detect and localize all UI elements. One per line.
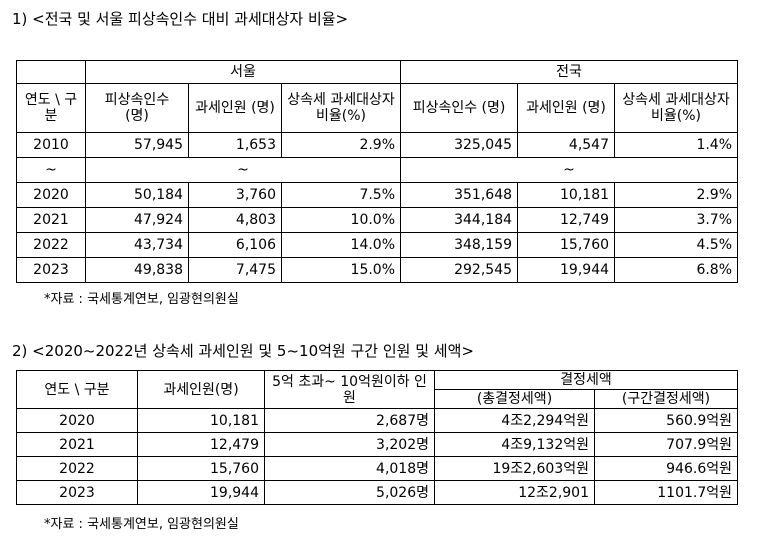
table-row: 2022 43,734 6,106 14.0% 348,159 15,760 4… — [16, 232, 739, 258]
data-cell: 7,475 — [188, 257, 282, 283]
col-header: 과세인원 (명) — [188, 83, 282, 133]
data-cell: 43,734 — [85, 232, 189, 258]
data-cell: 47,924 — [85, 207, 189, 233]
data-cell: 4,547 — [517, 132, 616, 158]
col-header: 피상속인수 (명) — [400, 83, 519, 133]
data-cell: 15,760 — [137, 456, 265, 481]
year-cell: 2021 — [16, 432, 138, 457]
col-header: 과세인원(명) — [137, 370, 265, 409]
col-header: 상속세 과세대상자 비율(%) — [614, 83, 739, 133]
year-cell: 2010 — [16, 132, 86, 158]
data-cell: 348,159 — [400, 232, 519, 258]
data-cell: 7.5% — [280, 182, 402, 208]
data-cell: 10,181 — [517, 182, 616, 208]
data-cell: 4,803 — [188, 207, 282, 233]
data-cell: 57,945 — [85, 132, 189, 158]
data-cell: 4.5% — [614, 232, 739, 258]
data-cell: 5,026명 — [264, 480, 435, 505]
ellipsis-cell: ~ — [400, 157, 739, 183]
data-cell: 12,479 — [137, 432, 265, 457]
data-cell: 19조2,603억원 — [434, 456, 595, 481]
ellipsis-cell: ~ — [16, 157, 86, 183]
data-cell: 19,944 — [517, 257, 616, 283]
data-cell: 3.7% — [614, 207, 739, 233]
row-header: 연도 \ 구분 — [16, 370, 138, 409]
data-cell: 2.9% — [280, 132, 402, 158]
data-cell: 1.4% — [614, 132, 739, 158]
data-cell: 15,760 — [517, 232, 616, 258]
data-cell: 292,545 — [400, 257, 519, 283]
data-cell: 2.9% — [614, 182, 739, 208]
table-row-ellipsis: ~ ~ ~ — [16, 157, 739, 183]
year-cell: 2023 — [16, 480, 138, 505]
col-header: 과세인원 (명) — [517, 83, 616, 133]
data-cell: 560.9억원 — [594, 408, 738, 433]
corner-cell — [16, 60, 86, 84]
sub-header: (총결정세액) — [434, 389, 595, 409]
source-note-2: *자료 : 국세통계연보, 임광현의원실 — [44, 517, 239, 532]
data-cell: 3,202명 — [264, 432, 435, 457]
section1-heading: 1) <전국 및 서울 피상속인수 대비 과세대상자 비율> — [12, 10, 349, 28]
col-header: 5억 초과~ 10억원이하 인원 — [264, 370, 435, 409]
year-cell: 2022 — [16, 232, 86, 258]
row-header: 연도 \ 구분 — [16, 83, 86, 133]
data-cell: 707.9억원 — [594, 432, 738, 457]
table-row: 2022 15,760 4,018명 19조2,603억원 946.6억원 — [16, 456, 738, 481]
sub-header: (구간결정세액) — [594, 389, 738, 409]
data-cell: 19,944 — [137, 480, 265, 505]
year-cell: 2021 — [16, 207, 86, 233]
data-cell: 10,181 — [137, 408, 265, 433]
data-cell: 344,184 — [400, 207, 519, 233]
table-row: 2021 47,924 4,803 10.0% 344,184 12,749 3… — [16, 207, 739, 233]
table-row: 2023 49,838 7,475 15.0% 292,545 19,944 6… — [16, 257, 739, 283]
year-cell: 2022 — [16, 456, 138, 481]
col-header: 피상속인수 (명) — [85, 83, 189, 133]
data-cell: 49,838 — [85, 257, 189, 283]
data-cell: 12,749 — [517, 207, 616, 233]
data-cell: 351,648 — [400, 182, 519, 208]
table-seoul-national-ratio: 서울 전국 연도 \ 구분 피상속인수 (명) 과세인원 (명) 상속세 과세대… — [16, 60, 739, 283]
data-cell: 12조2,901 — [434, 480, 595, 505]
data-cell: 946.6억원 — [594, 456, 738, 481]
table-row: 2020 50,184 3,760 7.5% 351,648 10,181 2.… — [16, 182, 739, 208]
year-cell: 2023 — [16, 257, 86, 283]
ellipsis-cell: ~ — [84, 157, 402, 183]
data-cell: 2,687명 — [264, 408, 435, 433]
year-cell: 2020 — [16, 182, 86, 208]
year-cell: 2020 — [16, 408, 138, 433]
data-cell: 6,106 — [188, 232, 282, 258]
data-cell: 1,653 — [188, 132, 282, 158]
group-header-national: 전국 — [400, 60, 739, 84]
data-cell: 325,045 — [400, 132, 519, 158]
table-row: 2020 10,181 2,687명 4조2,294억원 560.9억원 — [16, 408, 738, 433]
table-tax-bracket: 연도 \ 구분 과세인원(명) 5억 초과~ 10억원이하 인원 결정세액 (총… — [16, 370, 738, 505]
source-note-1: *자료 : 국세통계연보, 임광현의원실 — [44, 292, 239, 307]
data-cell: 50,184 — [85, 182, 189, 208]
section2-heading: 2) <2020~2022년 상속세 과세인원 및 5~10억원 구간 인원 및… — [12, 342, 474, 360]
data-cell: 4조2,294억원 — [434, 408, 595, 433]
data-cell: 14.0% — [280, 232, 402, 258]
data-cell: 1101.7억원 — [594, 480, 738, 505]
data-cell: 4조9,132억원 — [434, 432, 595, 457]
data-cell: 15.0% — [280, 257, 402, 283]
table-row: 2010 57,945 1,653 2.9% 325,045 4,547 1.4… — [16, 132, 739, 158]
group-header-seoul: 서울 — [84, 60, 402, 84]
table-row: 2023 19,944 5,026명 12조2,901 1101.7억원 — [16, 480, 738, 505]
data-cell: 10.0% — [280, 207, 402, 233]
table-row: 2021 12,479 3,202명 4조9,132억원 707.9억원 — [16, 432, 738, 457]
group-header-decided-tax: 결정세액 — [434, 370, 738, 390]
col-header: 상속세 과세대상자 비율(%) — [280, 83, 402, 133]
data-cell: 6.8% — [614, 257, 739, 283]
data-cell: 4,018명 — [264, 456, 435, 481]
data-cell: 3,760 — [188, 182, 282, 208]
